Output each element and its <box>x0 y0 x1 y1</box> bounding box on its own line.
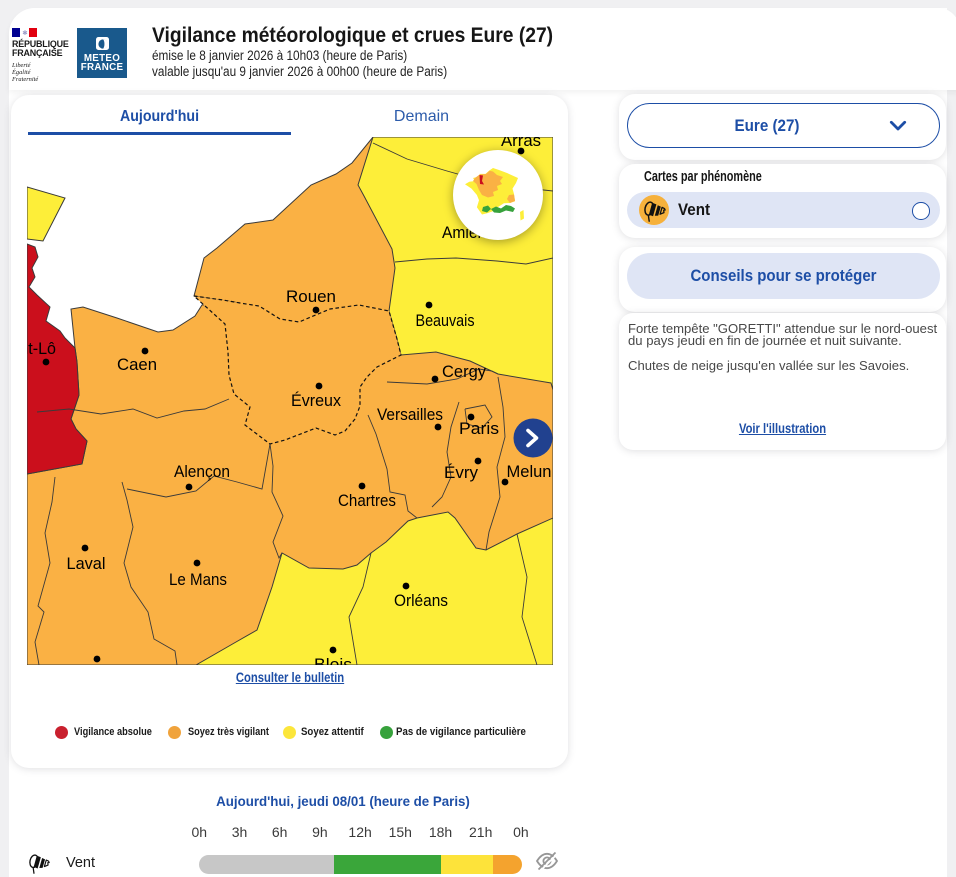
svg-text:Paris: Paris <box>459 420 499 438</box>
svg-text:Saint-Lô: Saint-Lô <box>27 340 56 358</box>
svg-text:Cergy: Cergy <box>442 363 487 381</box>
svg-text:Melun: Melun <box>507 463 552 481</box>
svg-text:Évreux: Évreux <box>291 391 342 410</box>
svg-text:Chartres: Chartres <box>338 492 396 510</box>
svg-text:Blois: Blois <box>314 656 352 665</box>
svg-text:Caen: Caen <box>117 356 157 374</box>
svg-text:Orléans: Orléans <box>394 592 448 610</box>
svg-text:Rouen: Rouen <box>286 288 336 306</box>
svg-text:Évry: Évry <box>444 463 479 482</box>
svg-text:Laval: Laval <box>67 555 106 573</box>
svg-text:Beauvais: Beauvais <box>416 312 475 330</box>
svg-text:Versailles: Versailles <box>377 406 443 424</box>
svg-text:Le Mans: Le Mans <box>169 571 227 589</box>
svg-text:Alençon: Alençon <box>174 463 230 481</box>
svg-text:Arras: Arras <box>501 137 541 150</box>
